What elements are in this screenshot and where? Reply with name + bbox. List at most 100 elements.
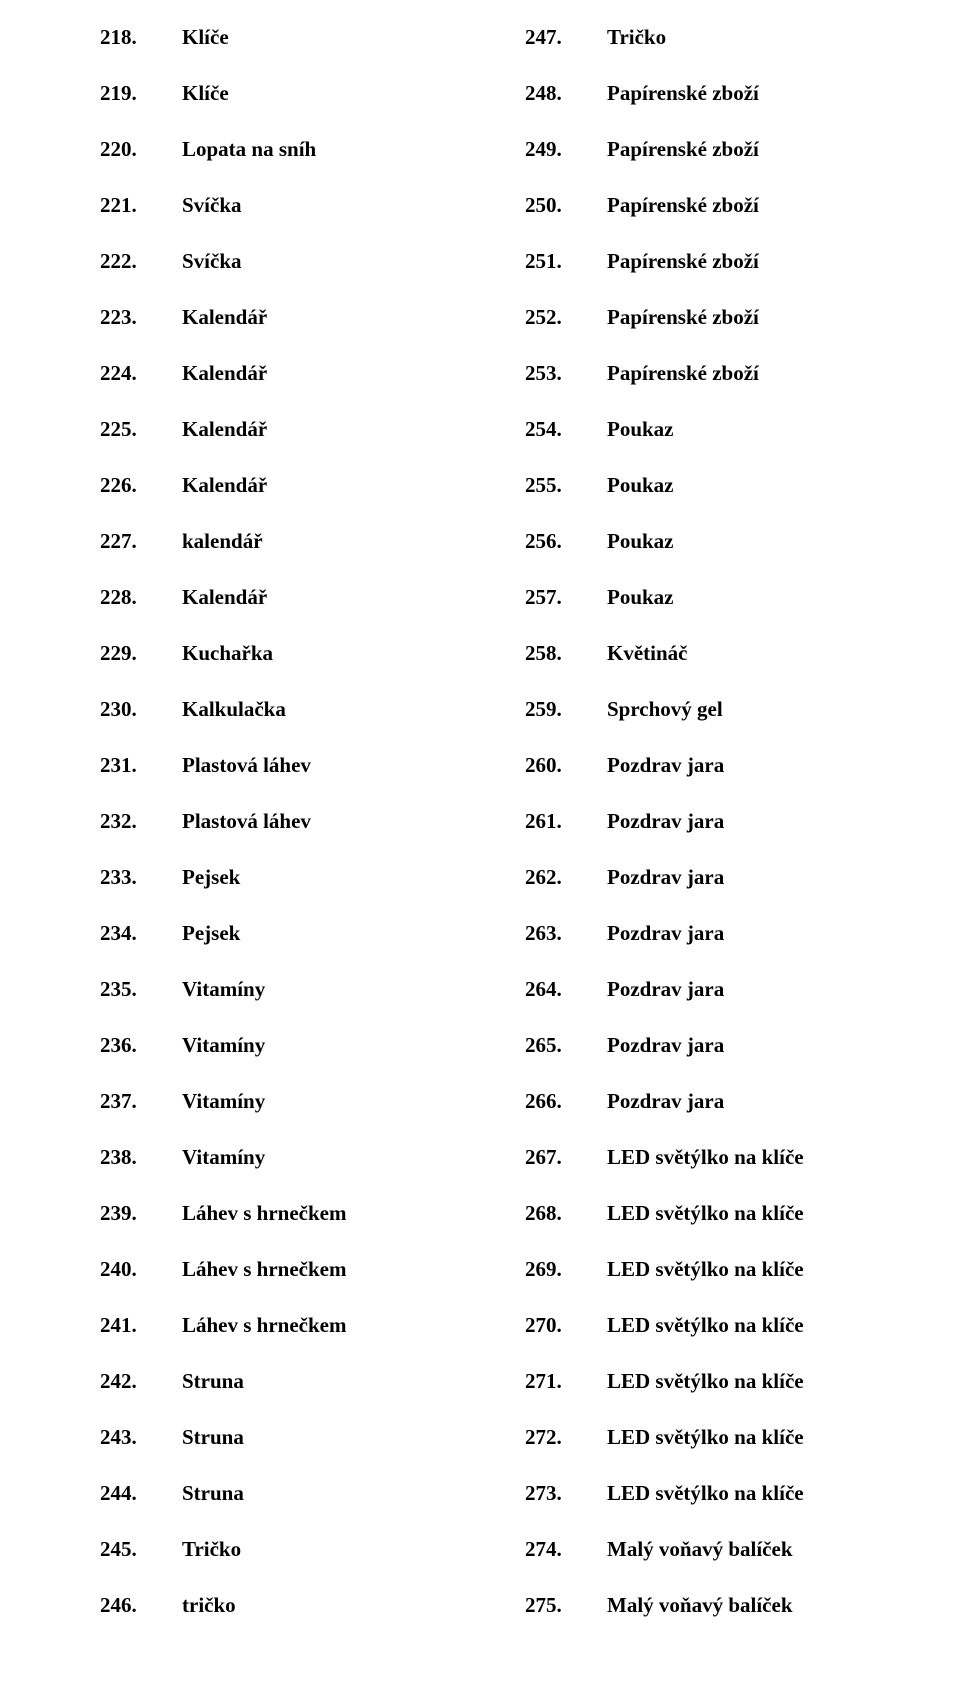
list-row: 265.Pozdrav jara xyxy=(525,1033,860,1089)
item-label: Pozdrav jara xyxy=(607,753,860,778)
item-label: Poukaz xyxy=(607,585,860,610)
list-row: 221.Svíčka xyxy=(100,193,435,249)
list-row: 240.Láhev s hrnečkem xyxy=(100,1257,435,1313)
item-number: 269. xyxy=(525,1257,607,1282)
item-label: Svíčka xyxy=(182,249,435,274)
item-label: Kalendář xyxy=(182,361,435,386)
item-label: Pejsek xyxy=(182,865,435,890)
item-label: Láhev s hrnečkem xyxy=(182,1313,435,1338)
right-column: 247.Tričko 248.Papírenské zboží249. Papíre… xyxy=(525,25,860,1649)
item-label: Struna xyxy=(182,1425,435,1450)
item-label: kalendář xyxy=(182,529,435,554)
item-label: Lopata na sníh xyxy=(182,137,435,162)
item-number: 224. xyxy=(100,361,182,386)
list-row: 257.Poukaz xyxy=(525,585,860,641)
item-number: 262. xyxy=(525,865,607,890)
item-number: 242. xyxy=(100,1369,182,1394)
list-row: 255.Poukaz xyxy=(525,473,860,529)
list-row: 225.Kalendář xyxy=(100,417,435,473)
item-number: 244. xyxy=(100,1481,182,1506)
item-label: Poukaz xyxy=(607,417,860,442)
item-label: Struna xyxy=(182,1481,435,1506)
item-label: LED světýlko na klíče xyxy=(607,1481,860,1506)
item-number: 248. xyxy=(525,81,607,106)
list-row: 222.Svíčka xyxy=(100,249,435,305)
item-number: 227. xyxy=(100,529,182,554)
list-row: 246.tričko xyxy=(100,1593,435,1649)
list-row: 251.Papírenské zboží xyxy=(525,249,860,305)
item-label: Pejsek xyxy=(182,921,435,946)
list-row: 239.Láhev s hrnečkem xyxy=(100,1201,435,1257)
item-label: Pozdrav jara xyxy=(607,1089,860,1114)
item-number: 251. xyxy=(525,249,607,274)
item-number: 259. xyxy=(525,697,607,722)
list-row: 219.Klíče xyxy=(100,81,435,137)
list-row: 244.Struna xyxy=(100,1481,435,1537)
item-label: tričko xyxy=(182,1593,435,1618)
item-number: 243. xyxy=(100,1425,182,1450)
item-number: 230. xyxy=(100,697,182,722)
item-number: 237. xyxy=(100,1089,182,1114)
item-number: 222. xyxy=(100,249,182,274)
item-number: 249. xyxy=(525,137,607,162)
item-label: Vitamíny xyxy=(182,1089,435,1114)
item-number: 247. xyxy=(525,25,607,50)
list-row: 223.Kalendář xyxy=(100,305,435,361)
list-row: 233.Pejsek xyxy=(100,865,435,921)
item-label: Klíče xyxy=(182,81,435,106)
list-row: 262.Pozdrav jara xyxy=(525,865,860,921)
list-row: 268.LED světýlko na klíče xyxy=(525,1201,860,1257)
item-label: Láhev s hrnečkem xyxy=(182,1257,435,1282)
list-row: 227.kalendář xyxy=(100,529,435,585)
list-row: 266.Pozdrav jara xyxy=(525,1089,860,1145)
item-number: 226. xyxy=(100,473,182,498)
item-label: Malý voňavý balíček xyxy=(607,1593,860,1618)
item-number: 240. xyxy=(100,1257,182,1282)
item-number: 273. xyxy=(525,1481,607,1506)
item-number: 257. xyxy=(525,585,607,610)
item-number: 232. xyxy=(100,809,182,834)
item-number: 254. xyxy=(525,417,607,442)
item-number: 241. xyxy=(100,1313,182,1338)
item-label: Pozdrav jara xyxy=(607,865,860,890)
list-row: 271.LED světýlko na klíče xyxy=(525,1369,860,1425)
list-row: 243.Struna xyxy=(100,1425,435,1481)
item-label: Struna xyxy=(182,1369,435,1394)
list-row: 226.Kalendář xyxy=(100,473,435,529)
item-label: Poukaz xyxy=(607,473,860,498)
item-number: 267. xyxy=(525,1145,607,1170)
item-number: 250. xyxy=(525,193,607,218)
item-number: 220. xyxy=(100,137,182,162)
item-label: Kalendář xyxy=(182,473,435,498)
list-row: 248.Papírenské zboží xyxy=(525,81,860,137)
item-label: Vitamíny xyxy=(182,1145,435,1170)
item-number: 263. xyxy=(525,921,607,946)
item-number: 253. xyxy=(525,361,607,386)
item-label: Papírenské zboží xyxy=(607,81,860,106)
item-label: Plastová láhev xyxy=(182,809,435,834)
item-label: Pozdrav jara xyxy=(607,977,860,1002)
item-number: 238. xyxy=(100,1145,182,1170)
document-page: 218.Klíče219.Klíče220.Lopata na sníh221.… xyxy=(0,0,960,1689)
list-row: 269.LED světýlko na klíče xyxy=(525,1257,860,1313)
list-row: 267.LED světýlko na klíče xyxy=(525,1145,860,1201)
list-row: 273.LED světýlko na klíče xyxy=(525,1481,860,1537)
item-label: Tričko xyxy=(607,25,860,50)
item-label: Plastová láhev xyxy=(182,753,435,778)
list-row: 260.Pozdrav jara xyxy=(525,753,860,809)
list-row: 263.Pozdrav jara xyxy=(525,921,860,977)
list-row: 261.Pozdrav jara xyxy=(525,809,860,865)
item-number: 233. xyxy=(100,865,182,890)
item-number: 272. xyxy=(525,1425,607,1450)
item-label: Kalendář xyxy=(182,305,435,330)
item-label: Kalkulačka xyxy=(182,697,435,722)
list-row: 274.Malý voňavý balíček xyxy=(525,1537,860,1593)
item-number: 234. xyxy=(100,921,182,946)
item-label: Kalendář xyxy=(182,585,435,610)
item-number: 261. xyxy=(525,809,607,834)
list-row: 264.Pozdrav jara xyxy=(525,977,860,1033)
list-row: 229.Kuchařka xyxy=(100,641,435,697)
item-number: 252. xyxy=(525,305,607,330)
item-number: 228. xyxy=(100,585,182,610)
item-label: LED světýlko na klíče xyxy=(607,1425,860,1450)
